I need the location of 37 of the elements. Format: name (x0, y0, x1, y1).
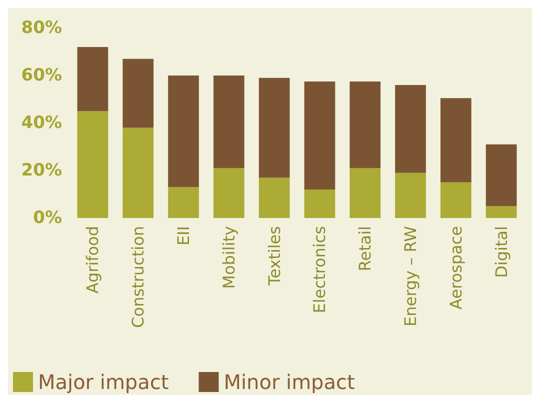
bar (213, 168, 244, 218)
bar (122, 58, 154, 128)
bar (350, 168, 381, 218)
x-tick-label: EII (174, 226, 193, 246)
x-tick-label: Retail (356, 226, 375, 272)
y-tick-label: 0% (33, 208, 62, 228)
bar (486, 206, 517, 218)
bar (350, 81, 381, 168)
x-tick-label: Digital (492, 226, 511, 278)
bar (258, 178, 290, 218)
x-tick-label: Energy – RW (401, 226, 420, 326)
bar (395, 85, 426, 173)
bar (304, 190, 336, 218)
x-tick-label: Mobility (219, 226, 238, 289)
bar (168, 187, 199, 218)
bar (395, 172, 426, 218)
bar (304, 81, 336, 190)
y-tick-label: 80% (21, 18, 62, 38)
bar (213, 76, 244, 168)
bar (440, 98, 472, 182)
x-tick-label: Aerospace (446, 226, 466, 310)
x-tick-label: Electronics (310, 226, 330, 314)
bar (77, 47, 108, 112)
bar (77, 111, 108, 218)
legend-label: Major impact (38, 370, 169, 394)
bar (168, 76, 199, 188)
bar (122, 128, 154, 218)
bar (486, 144, 517, 206)
y-tick-label: 20% (21, 160, 62, 180)
bar (258, 78, 290, 178)
y-tick-label: 40% (21, 113, 62, 133)
x-tick-label: Agrifood (83, 226, 102, 294)
x-tick-label: Textiles (264, 226, 284, 286)
y-tick-label: 60% (21, 66, 62, 86)
bar (440, 182, 472, 218)
x-tick-label: Construction (128, 226, 148, 328)
legend-label: Minor impact (224, 370, 356, 394)
